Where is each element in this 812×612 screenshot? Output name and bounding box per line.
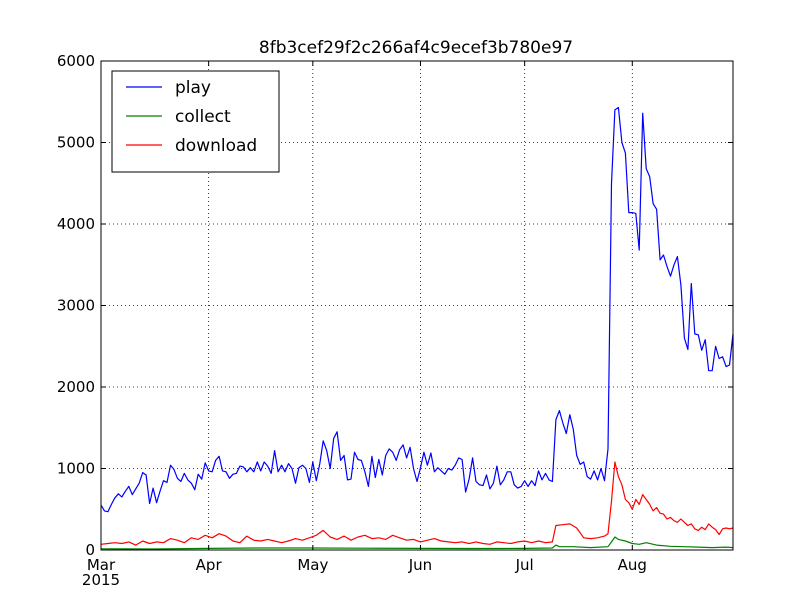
series-line-collect (100, 536, 734, 550)
x-tick-label: Aug (618, 556, 647, 574)
series-line-download (100, 461, 734, 546)
y-tick-label: 6000 (57, 52, 95, 70)
grid-lines (101, 61, 733, 550)
legend-label-download: download (175, 136, 257, 156)
chart-title: 8fb3cef29f2c266af4c9ecef3b780e97 (259, 38, 573, 58)
x-tick-sublabel: 2015 (82, 571, 120, 589)
y-tick-label: 2000 (57, 378, 95, 396)
legend-label-collect: collect (175, 107, 231, 127)
x-tick-label: Mar (87, 556, 116, 574)
series-line-play (100, 106, 734, 513)
y-tick-label: 1000 (57, 460, 95, 478)
y-tick-label: 4000 (57, 215, 95, 233)
x-tick-label: May (297, 556, 328, 574)
series-layer (100, 106, 734, 550)
x-tick-label: Jul (515, 556, 534, 574)
legend: play collect download (111, 70, 280, 173)
x-tick-label: Jun (408, 556, 432, 574)
y-tick-label: 3000 (57, 297, 95, 315)
y-tick-label: 5000 (57, 134, 95, 152)
legend-box (111, 70, 280, 173)
legend-label-play: play (175, 78, 211, 98)
x-tick-label: Apr (196, 556, 223, 574)
y-tick-label: 0 (85, 541, 95, 559)
